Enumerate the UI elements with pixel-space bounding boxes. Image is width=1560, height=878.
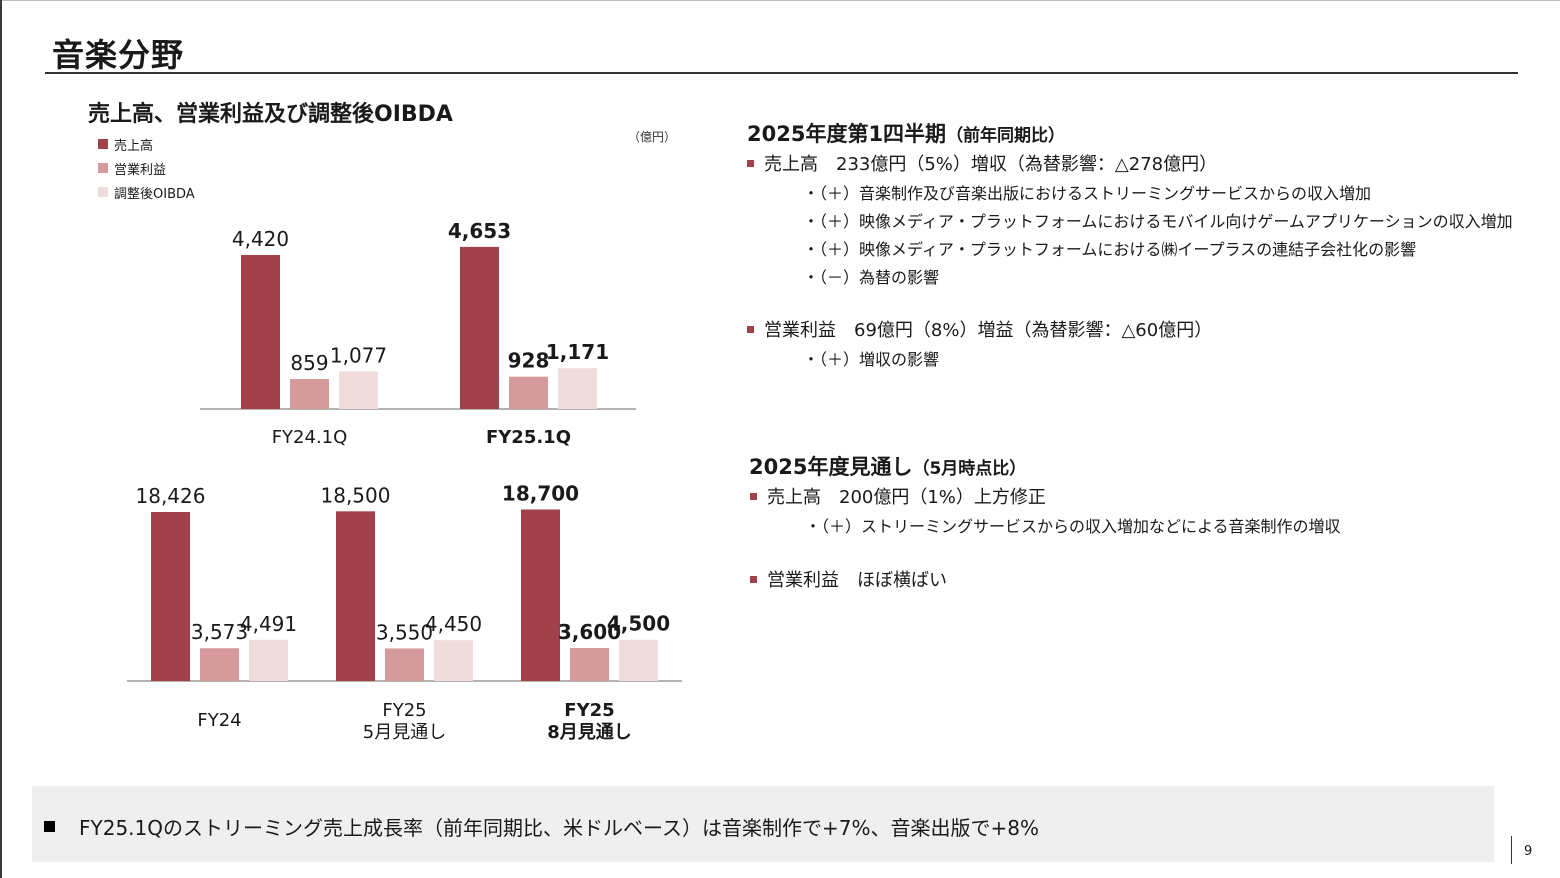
legend-swatch-oibda xyxy=(98,187,108,197)
bar-operating-income xyxy=(509,376,548,409)
bar-sales xyxy=(460,246,499,409)
bar-sales xyxy=(521,509,560,681)
category-label: FY24 xyxy=(197,710,241,731)
chart-section-title: 売上高、営業利益及び調整後OIBDA xyxy=(88,102,453,127)
bar-operating-income xyxy=(200,648,239,681)
data-label-operating-income: 3,573 xyxy=(191,620,248,644)
outlook-heading-note: （5月時点比） xyxy=(912,459,1027,479)
category-label: 8月見通し xyxy=(547,722,632,743)
legend-item-operating-income: 営業利益 xyxy=(98,156,195,180)
outlook-op-text: 営業利益 ほぼ横ばい xyxy=(767,570,947,591)
bullet-square-icon xyxy=(44,821,55,832)
bar-oibda xyxy=(249,639,288,681)
q1-op-item: ・（＋）増収の影響 xyxy=(803,350,940,369)
bar-oibda xyxy=(619,639,658,681)
bar-sales xyxy=(241,255,280,409)
outlook-heading-text: 2025年度見通し xyxy=(749,455,913,479)
q1-op-text: 営業利益 69億円（8%）増益（為替影響：△60億円） xyxy=(764,320,1213,341)
bullet-icon xyxy=(750,492,757,500)
legend-label-operating-income: 営業利益 xyxy=(114,162,167,178)
bar-operating-income xyxy=(385,648,424,681)
top-border xyxy=(0,0,1560,1)
data-label-oibda: 4,450 xyxy=(425,612,482,636)
q1-heading-note: （前年同期比） xyxy=(946,126,1066,146)
category-label: FY24.1Q xyxy=(272,427,348,448)
q1-sales-item: ・（＋）映像メディア・プラットフォームにおけるモバイル向けゲームアプリケーション… xyxy=(803,212,1513,231)
title-divider xyxy=(45,72,1518,74)
q1-sales-line: 売上高 233億円（5%）増収（為替影響：△278億円） xyxy=(747,150,1217,176)
bullet-icon xyxy=(747,159,754,167)
category-label: FY25 xyxy=(382,700,426,721)
q1-op-line: 営業利益 69億円（8%）増益（為替影響：△60億円） xyxy=(747,316,1212,342)
footer-note: FY25.1Qのストリーミング売上成長率（前年同期比、米ドルベース）は音楽制作で… xyxy=(44,812,1039,841)
data-label-oibda: 1,077 xyxy=(330,343,387,367)
legend-swatch-sales xyxy=(98,139,108,149)
legend-label-oibda: 調整後OIBDA xyxy=(114,186,195,202)
left-border xyxy=(0,0,2,878)
bar-oibda xyxy=(339,371,378,409)
q1-sales-item: ・（－）為替の影響 xyxy=(803,268,940,287)
data-label-sales: 18,700 xyxy=(502,481,579,505)
page-number: 9 xyxy=(1524,844,1533,859)
q1-heading: 2025年度第1四半期（前年同期比） xyxy=(747,118,1065,148)
data-label-sales: 18,426 xyxy=(136,484,206,508)
category-label: FY25 xyxy=(564,700,614,721)
data-label-operating-income: 928 xyxy=(508,349,550,373)
data-label-sales: 4,420 xyxy=(232,227,289,251)
category-label: FY25.1Q xyxy=(486,427,571,448)
legend-label-sales: 売上高 xyxy=(114,138,154,154)
bar-oibda xyxy=(434,640,473,681)
bar-oibda xyxy=(558,368,597,409)
data-label-oibda: 4,500 xyxy=(607,612,670,636)
data-label-operating-income: 3,550 xyxy=(376,620,433,644)
legend-item-oibda: 調整後OIBDA xyxy=(98,180,195,204)
page-title: 音楽分野 xyxy=(52,36,185,74)
outlook-sales-text: 売上高 200億円（1%）上方修正 xyxy=(767,487,1046,508)
q1-sales-text: 売上高 233億円（5%）増収（為替影響：△278億円） xyxy=(764,154,1218,175)
outlook-sales-line: 売上高 200億円（1%）上方修正 xyxy=(750,483,1046,509)
outlook-op-line: 営業利益 ほぼ横ばい xyxy=(750,566,947,592)
data-label-operating-income: 3,600 xyxy=(558,620,621,644)
outlook-sales-item: ・（＋）ストリーミングサービスからの収入増加などによる音楽制作の増収 xyxy=(805,517,1341,536)
footer-box xyxy=(32,786,1494,862)
data-label-oibda: 1,171 xyxy=(546,340,609,364)
bar-operating-income xyxy=(290,379,329,409)
chart-unit: （億円） xyxy=(628,130,677,144)
outlook-heading: 2025年度見通し（5月時点比） xyxy=(749,451,1026,481)
q1-sales-item: ・（＋）音楽制作及び音楽出版におけるストリーミングサービスからの収入増加 xyxy=(803,184,1372,203)
bar-operating-income xyxy=(570,647,609,681)
legend-swatch-operating-income xyxy=(98,163,108,173)
q1-heading-text: 2025年度第1四半期 xyxy=(747,122,947,146)
data-label-sales: 18,500 xyxy=(321,483,391,507)
legend-item-sales: 売上高 xyxy=(98,132,195,156)
bar-sales xyxy=(336,511,375,681)
footer-text: FY25.1Qのストリーミング売上成長率（前年同期比、米ドルベース）は音楽制作で… xyxy=(79,816,1039,840)
page-number-divider xyxy=(1511,836,1512,864)
q1-sales-item: ・（＋）映像メディア・プラットフォームにおける㈱イープラスの連結子会社化の影響 xyxy=(803,240,1417,259)
data-label-oibda: 4,491 xyxy=(240,612,297,636)
bar-sales xyxy=(151,512,190,681)
bullet-icon xyxy=(750,575,757,583)
bullet-icon xyxy=(747,325,754,333)
chart-legend: 売上高 営業利益 調整後OIBDA xyxy=(98,132,195,204)
category-label: 5月見通し xyxy=(363,722,446,743)
data-label-sales: 4,653 xyxy=(448,219,511,243)
data-label-operating-income: 859 xyxy=(290,351,328,375)
